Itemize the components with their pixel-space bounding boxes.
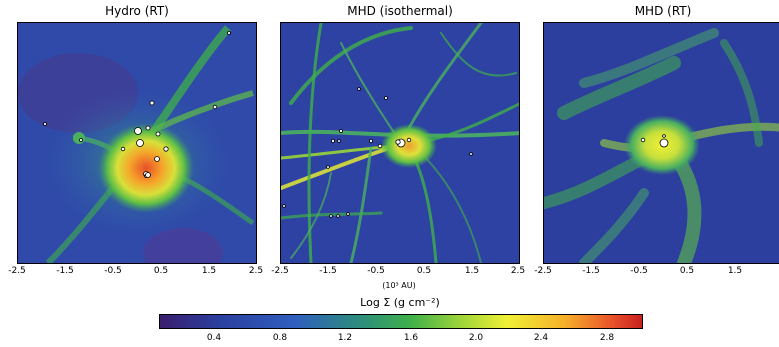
tick-label: 2.5: [248, 266, 264, 276]
simulation-panel-mhd-isothermal: [280, 22, 520, 264]
tick-label: 0.5: [153, 266, 169, 276]
colorbar-tick-label: 1.2: [337, 333, 353, 343]
density-map-hydro-rt: [18, 23, 256, 263]
tick-label: -2.5: [271, 266, 289, 276]
simulation-panel-mhd-rt: [543, 22, 779, 264]
panel-title-mhd-rt: MHD (RT): [634, 4, 692, 18]
density-map-mhd-rt: [544, 23, 779, 263]
colorbar-tick-label: 2.4: [533, 333, 549, 343]
tick-label: -1.5: [56, 266, 74, 276]
tick-label: -1.5: [319, 266, 337, 276]
colorbar: [159, 314, 643, 329]
colorbar-title: Log Σ (g cm⁻²): [360, 296, 440, 309]
simulation-panel-hydro-rt: [17, 22, 257, 264]
x-axis-unit-label: (10³ AU): [382, 281, 416, 290]
tick-label: -1.5: [582, 266, 600, 276]
tick-label: 1.5: [464, 266, 480, 276]
tick-label: -2.5: [534, 266, 552, 276]
tick-label: 0.5: [416, 266, 432, 276]
panel-title-mhd-isothermal: MHD (isothermal): [347, 4, 453, 18]
tick-label: -0.5: [630, 266, 648, 276]
tick-label: -2.5: [8, 266, 26, 276]
tick-label: 1.5: [201, 266, 217, 276]
colorbar-tick-label: 2.0: [468, 333, 484, 343]
tick-label: 1.5: [727, 266, 743, 276]
tick-label: 0.5: [679, 266, 695, 276]
colorbar-tick-label: 0.4: [206, 333, 222, 343]
colorbar-tick-label: 0.8: [272, 333, 288, 343]
tick-label: 2.5: [510, 266, 526, 276]
panel-title-hydro-rt: Hydro (RT): [105, 4, 169, 18]
colorbar-tick-label: 1.6: [403, 333, 419, 343]
tick-label: -0.5: [367, 266, 385, 276]
tick-label: -0.5: [104, 266, 122, 276]
density-map-mhd-isothermal: [281, 23, 519, 263]
colorbar-tick-label: 2.8: [599, 333, 615, 343]
